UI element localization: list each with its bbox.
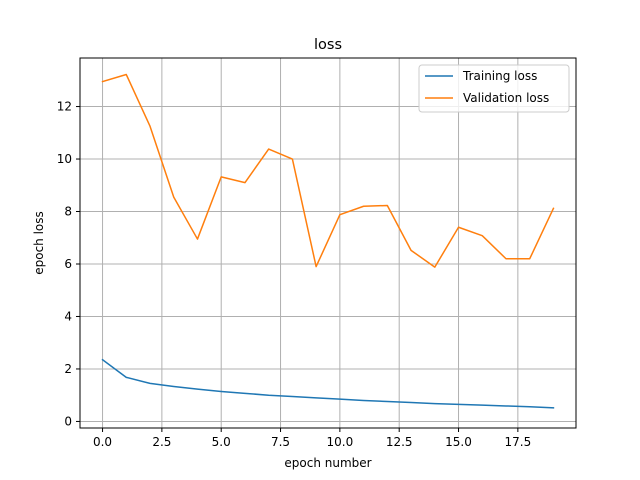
y-tick-label: 10 [57,152,72,166]
x-tick-label: 5.0 [212,435,231,449]
x-tick-label: 7.5 [271,435,290,449]
y-axis-label: epoch loss [32,211,46,275]
legend-box [418,64,570,113]
plot-area-frame [79,57,577,429]
x-tick-label: 15.0 [445,435,472,449]
y-tick-label: 4 [64,309,72,323]
grid-lines [80,58,576,428]
series-lines [101,73,555,409]
x-tick-label: 0.0 [93,435,112,449]
training-loss-line [101,358,555,409]
y-tick-label: 8 [64,205,72,219]
chart-title: loss [314,37,342,53]
x-tick-label: 10.0 [327,435,354,449]
x-axis-label: epoch number [284,456,371,470]
legend: Training loss Validation loss [418,64,570,113]
validation-loss-legend-label: Validation loss [463,91,549,105]
validation-loss-line [101,73,555,268]
x-tick-label: 17.5 [504,435,531,449]
training-loss-legend-label: Training loss [462,69,537,83]
x-tick-label: 2.5 [152,435,171,449]
y-tick-label: 0 [64,414,72,428]
x-tick-label: 12.5 [386,435,413,449]
y-tick-label: 2 [64,362,72,376]
y-tick-label: 12 [57,100,72,114]
y-tick-label: 6 [64,257,72,271]
axis-ticks: 0.0 2.5 5.0 7.5 10.0 12.5 15.0 17.5 0 2 4 6 8 10 12 [57,100,531,449]
